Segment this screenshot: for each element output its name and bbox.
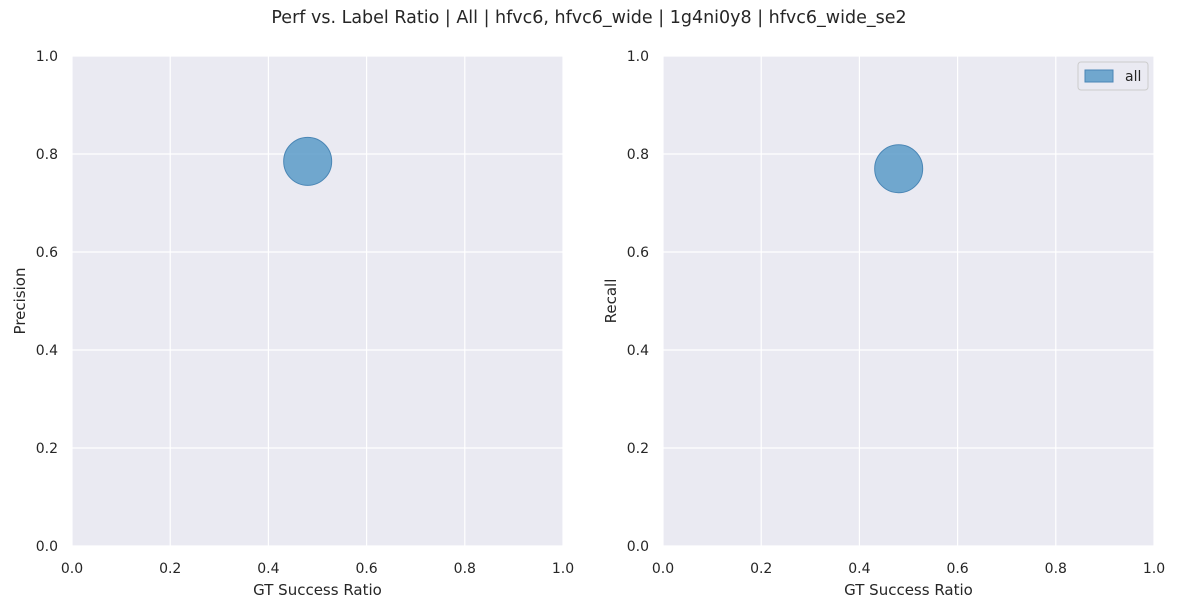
- y-tick-label: 0.8: [36, 147, 58, 163]
- legend-label: all: [1125, 69, 1141, 85]
- x-axis-label: GT Success Ratio: [844, 581, 973, 599]
- x-tick-label: 0.8: [1045, 561, 1067, 577]
- x-tick-label: 0.4: [257, 561, 279, 577]
- y-tick-label: 0.2: [627, 441, 649, 457]
- y-tick-label: 0.4: [627, 343, 649, 359]
- plot-area-1: [72, 56, 563, 546]
- y-tick-label: 0.6: [627, 245, 649, 261]
- plot-area-2: [663, 56, 1154, 546]
- y-tick-label: 0.0: [36, 539, 58, 555]
- x-tick-label: 0.8: [454, 561, 476, 577]
- x-tick-label: 1.0: [552, 561, 574, 577]
- y-tick-label: 0.0: [627, 539, 649, 555]
- y-tick-label: 1.0: [36, 49, 58, 65]
- x-tick-label: 0.2: [159, 561, 181, 577]
- x-tick-label: 0.0: [61, 561, 83, 577]
- x-tick-label: 0.6: [946, 561, 968, 577]
- y-axis-label: Precision: [11, 268, 29, 335]
- y-axis-label: Recall: [602, 279, 620, 324]
- x-tick-label: 0.6: [355, 561, 377, 577]
- y-tick-label: 0.8: [627, 147, 649, 163]
- data-point-all: [283, 136, 333, 186]
- figure-title: Perf vs. Label Ratio | All | hfvc6, hfvc…: [271, 8, 907, 28]
- x-tick-label: 0.4: [848, 561, 870, 577]
- x-tick-label: 1.0: [1143, 561, 1165, 577]
- y-tick-label: 0.2: [36, 441, 58, 457]
- data-point-all: [874, 144, 924, 194]
- legend-swatch: [1084, 69, 1114, 83]
- y-tick-label: 0.6: [36, 245, 58, 261]
- x-axis-label: GT Success Ratio: [253, 581, 382, 599]
- y-tick-label: 0.4: [36, 343, 58, 359]
- x-tick-label: 0.0: [652, 561, 674, 577]
- x-tick-label: 0.2: [750, 561, 772, 577]
- y-tick-label: 1.0: [627, 49, 649, 65]
